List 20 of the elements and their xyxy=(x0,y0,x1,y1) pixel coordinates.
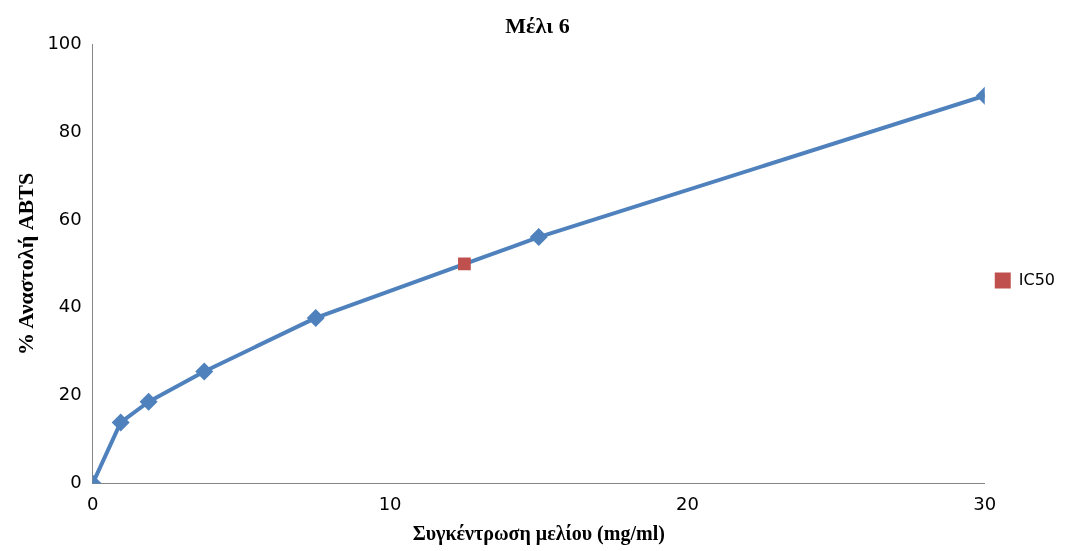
x-tick-label: 10 xyxy=(378,492,402,514)
point xyxy=(306,308,325,327)
x-tick-label: 20 xyxy=(675,492,699,514)
point xyxy=(195,362,214,381)
x-axis-title: Συγκέντρωση μελίου (mg/ml) xyxy=(412,522,665,546)
legend-label: IC50 xyxy=(1018,269,1055,289)
y-tick-label: 20 xyxy=(58,383,82,405)
y-tick-label: 60 xyxy=(58,207,82,229)
point xyxy=(139,392,158,411)
point xyxy=(529,228,548,247)
point xyxy=(458,257,471,271)
chart-title: Μέλι 6 xyxy=(505,12,570,38)
y-tick-label: 80 xyxy=(58,119,82,141)
point xyxy=(111,413,130,432)
y-axis-title: % Αναστολή ABTS xyxy=(12,172,38,355)
x-tick-label: 30 xyxy=(973,492,997,514)
y-tick-label: 40 xyxy=(58,295,82,317)
y-tick-label: 100 xyxy=(47,32,82,54)
x-tick-label: 0 xyxy=(87,492,99,514)
y-tick-label: 0 xyxy=(70,471,82,493)
